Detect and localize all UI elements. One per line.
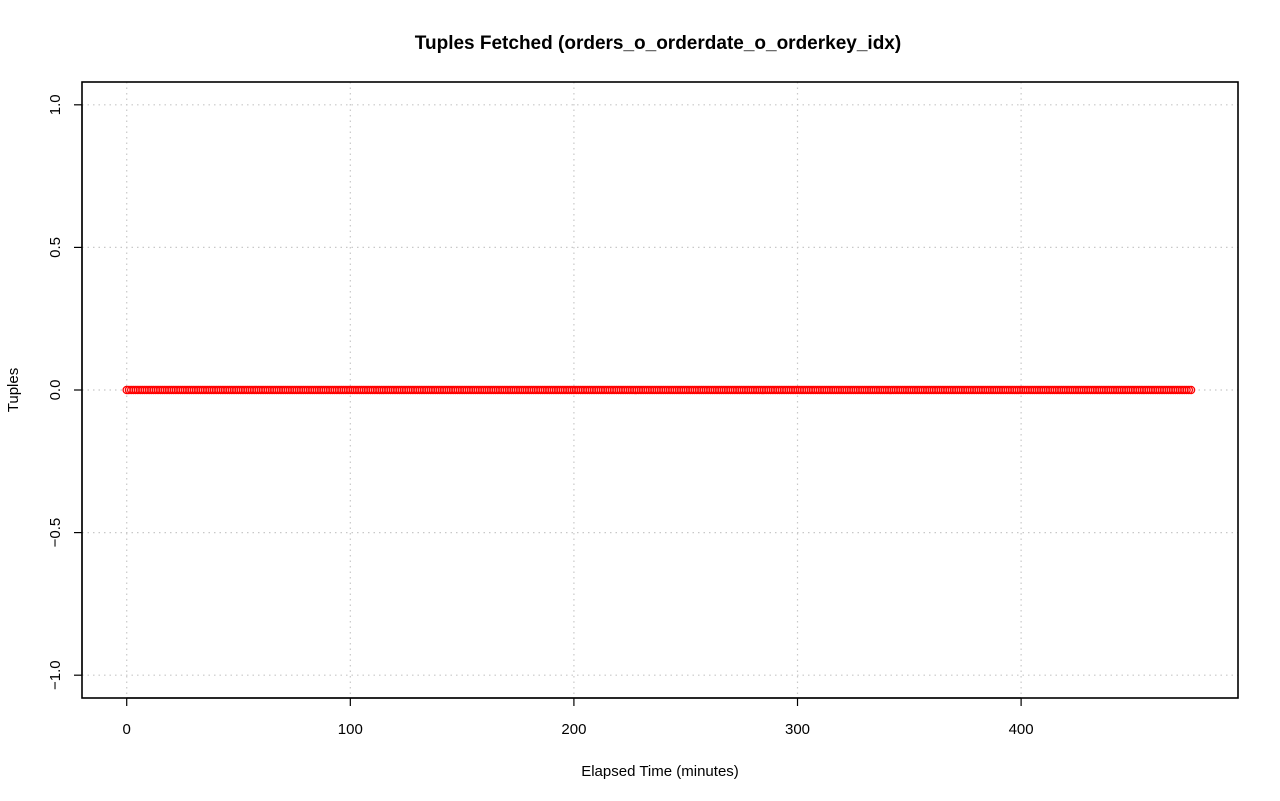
y-tick-label: 0.5 [47, 237, 64, 258]
y-tick-label: 0.0 [47, 380, 64, 401]
data-points [122, 385, 1196, 395]
x-tick-label: 0 [123, 721, 131, 738]
x-axis-label: Elapsed Time (minutes) [581, 763, 739, 780]
data-point [1186, 385, 1196, 395]
y-tick-label: −0.5 [47, 518, 64, 548]
x-tick-label: 100 [338, 721, 363, 738]
chart-title: Tuples Fetched (orders_o_orderdate_o_ord… [415, 33, 901, 54]
x-axis: 0 100 200 300 400 [123, 697, 1034, 738]
y-tick-label: −1.0 [47, 660, 64, 690]
y-axis-label: Tuples [5, 368, 22, 412]
y-axis: −1.0 −0.5 0.0 0.5 1.0 [47, 94, 83, 690]
x-tick-label: 300 [785, 721, 810, 738]
x-tick-label: 400 [1009, 721, 1034, 738]
x-tick-label: 200 [561, 721, 586, 738]
y-tick-label: 1.0 [47, 94, 64, 115]
